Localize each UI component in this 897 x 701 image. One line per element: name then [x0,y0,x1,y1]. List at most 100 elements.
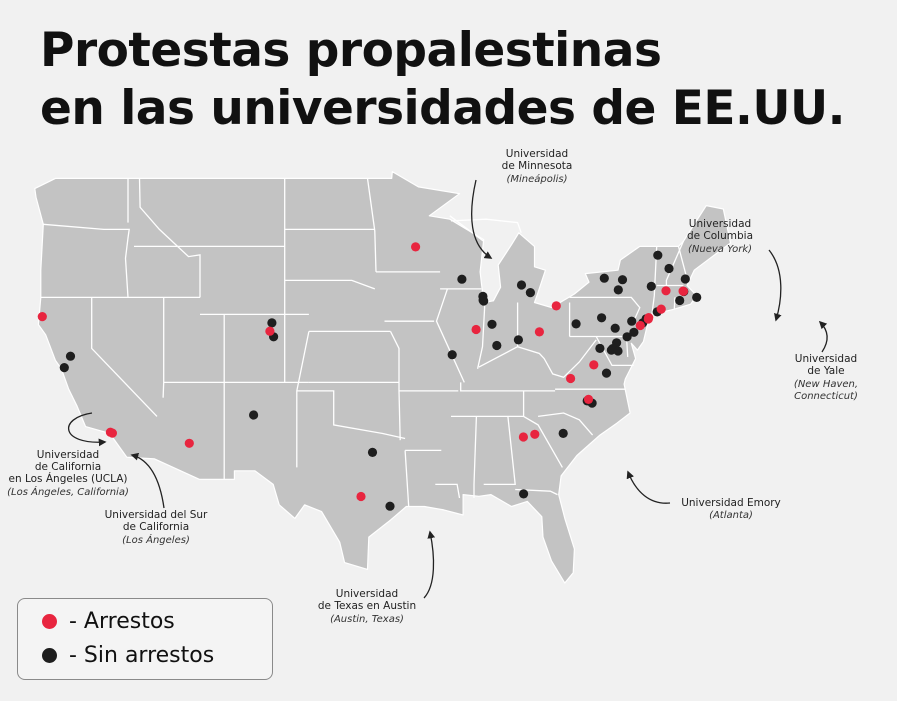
title-line-1: Protestas propalestinas [40,23,662,78]
arrest-marker [656,304,666,314]
callout-yale-place-2: Connecticut) [794,391,858,402]
callout-texas-line-1: Universidad [336,588,398,600]
no-arrest-marker [595,343,605,353]
arrest-marker [661,286,671,296]
callout-arrows [67,179,828,599]
callout-yale-place-1: (New Haven, [794,379,858,390]
callout-ucla: Universidad de California en Los Ángeles… [7,449,129,498]
no-arrest-marker [478,295,488,305]
arrest-marker [678,286,688,296]
arrest-marker [518,432,529,442]
arrest-marker [643,314,653,324]
no-arrest-marker [646,281,656,291]
no-arrest-marker [525,288,536,298]
legend-no-arrests: - Sin arrestos [42,643,214,668]
no-arrest-marker [664,263,674,274]
no-arrest-marker [599,273,609,283]
legend-arrests: - Arrestos [42,609,175,634]
state-border [366,178,377,272]
arrest-marker [530,429,540,439]
callout-ucla-line-3: en Los Ángeles (UCLA) [9,472,128,485]
no-arrest-marker [601,368,612,378]
us-landmass [34,171,732,584]
state-border [483,416,516,486]
arrest-marker [583,394,594,404]
arrest-marker [265,326,275,336]
callout-usc-line-1: Universidad del Sur [105,509,208,521]
map-title: Protestas propalestinas en las universid… [40,22,890,138]
callout-usc-place: (Los Ángeles) [122,533,190,546]
state-border [517,339,597,379]
state-border [677,246,688,279]
arrest-marker [37,312,47,322]
arrest-marker [107,428,117,438]
no-arrest-marker [457,274,467,284]
state-border [296,390,406,440]
no-arrest-marker [558,428,568,438]
arrest-marker [551,301,561,311]
state-border [435,288,465,383]
state-border [523,415,563,468]
state-border [91,297,158,417]
arrest-marker [635,320,645,331]
no-arrest-marker [571,319,581,329]
callout-texas: Universidad de Texas en Austin (Austin, … [318,588,416,625]
state-border [595,336,634,367]
callout-columbia-line-1: Universidad [689,218,751,230]
no-arrest-marker [622,332,632,342]
legend: - Arrestos - Sin arrestos [17,598,273,680]
arrest-marker [589,360,599,370]
no-arrest-marker [492,340,502,351]
legend-no-arrests-label: - Sin arrestos [69,643,215,668]
no-arrest-dot-icon [42,648,57,663]
title-line-2: en las universidades de EE.UU. [40,81,846,136]
state-border [284,279,376,290]
callout-emory-place: (Atlanta) [709,510,753,521]
state-border [389,331,400,383]
callout-usc-line-2: de California [123,521,189,533]
state-border [651,246,658,315]
state-border [538,412,594,436]
callout-arrow [768,249,782,322]
no-arrest-marker [627,316,637,326]
legend-arrests-label: - Arrestos [69,609,175,634]
state-border [473,416,478,498]
callout-arrow [423,530,436,599]
arrest-marker [534,327,545,337]
state-border [569,296,641,322]
no-arrest-marker [680,274,690,284]
arrest-marker [356,491,366,502]
state-border [515,488,558,496]
callout-columbia-place: (Nueva York) [688,244,752,255]
arrest-marker [184,438,194,448]
callout-emory: Universidad Emory (Atlanta) [681,497,781,521]
callout-yale: Universidad de Yale (New Haven, Connecti… [794,353,858,402]
callout-texas-place: (Austin, Texas) [330,614,404,625]
callout-yale-line-2: de Yale [807,365,844,377]
callout-arrow [471,179,493,259]
arrest-marker [566,373,576,384]
callout-emory-line-1: Universidad Emory [681,497,781,509]
no-arrest-marker [487,319,497,329]
state-border [404,450,410,507]
callout-arrow [626,470,671,504]
no-arrest-marker [513,335,524,345]
no-arrest-marker [59,363,69,373]
arrest-dot-icon [42,614,57,629]
callout-ucla-place: (Los Ángeles, California) [7,485,129,498]
callout-columbia: Universidad de Columbia (Nueva York) [687,218,753,255]
callout-minnesota-line-1: Universidad [506,148,568,160]
callout-columbia-line-2: de Columbia [687,230,753,242]
callout-minnesota: Universidad de Minnesota (Mineápolis) [502,148,573,185]
no-arrest-marker [610,323,620,333]
no-arrest-marker [516,280,527,290]
callout-arrow [818,320,828,353]
no-arrest-marker [519,489,529,499]
callout-ucla-line-1: Universidad [37,449,99,461]
no-arrest-marker [597,313,607,323]
state-border [673,297,676,310]
callout-minnesota-place: (Mineápolis) [506,173,567,185]
callout-arrow [67,412,107,447]
no-arrest-marker [675,295,685,306]
no-arrest-marker [613,346,623,356]
